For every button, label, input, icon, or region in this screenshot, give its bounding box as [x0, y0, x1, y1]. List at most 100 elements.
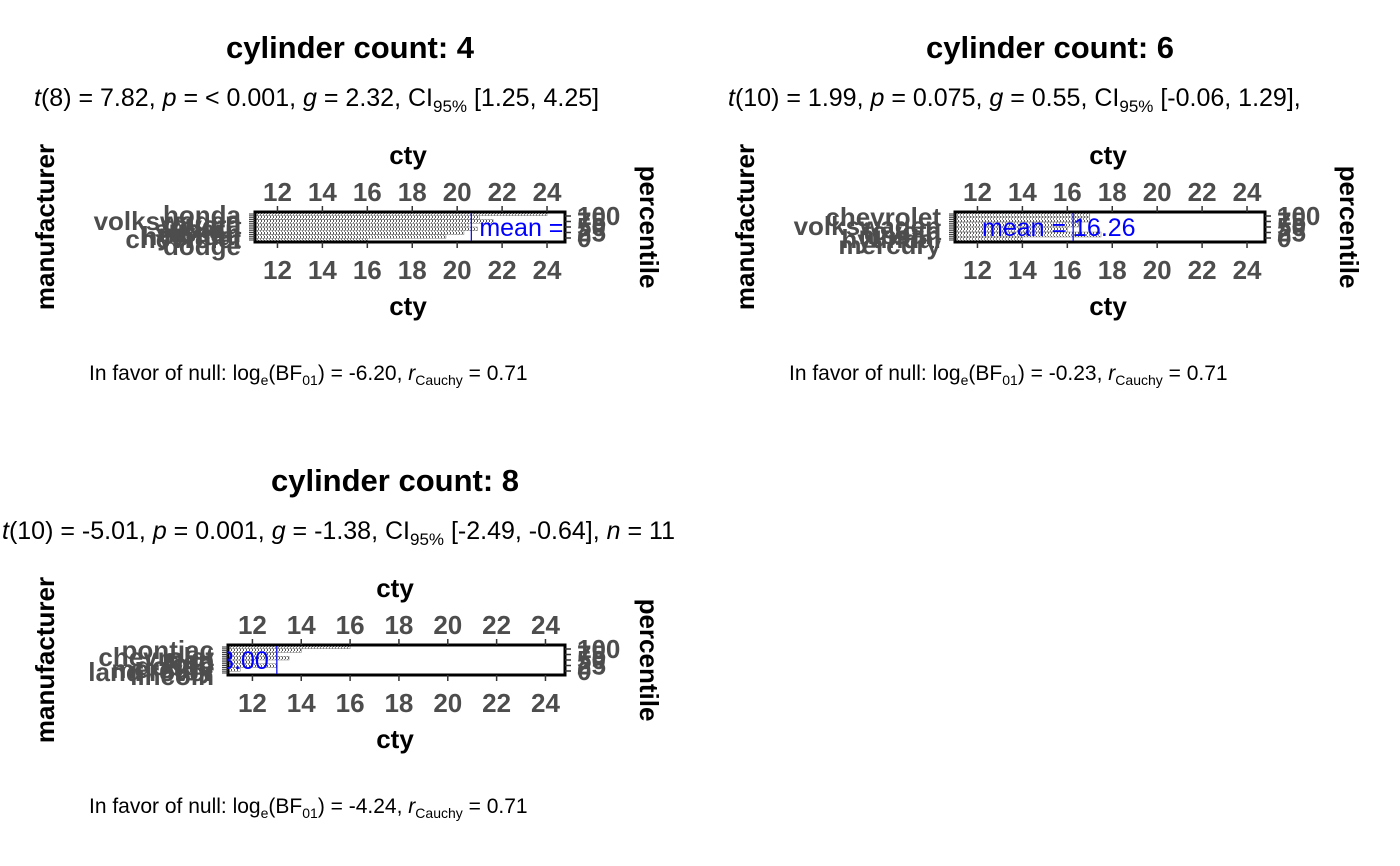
x-tick-label-top: 16 [353, 177, 382, 207]
category-label: dodge [163, 231, 241, 261]
x-tick-label-bottom: 18 [384, 688, 413, 718]
percentile-tick-label: 50 [577, 212, 606, 242]
panel-subtitle-stats: t(10) = 1.99, p = 0.075, g = 0.55, CI95%… [728, 84, 1301, 116]
stat-df: 10 [743, 84, 772, 112]
plot-area: mean = 20.63 12 12 14 14 16 16 18 18 20 20 22 22 24 24… [30, 140, 664, 321]
x-tick-label-bottom: 14 [287, 688, 316, 718]
x-tick-label-top: 22 [482, 610, 511, 640]
x-axis-title-bottom: cty [1089, 291, 1127, 321]
caption-r-cauchy: 0.71 [486, 362, 528, 385]
x-tick-label-bottom: 18 [1098, 255, 1127, 285]
stat-g: -1.38 [314, 517, 372, 545]
bar [254, 234, 447, 239]
stat-p: 0.001 [195, 517, 258, 545]
stat-t: 7.82 [100, 84, 149, 112]
x-tick-label-top: 16 [336, 610, 365, 640]
x-tick-label-bottom: 18 [398, 255, 427, 285]
percentile-tick-label: 50 [577, 645, 606, 675]
secondary-y-axis-title: percentile [634, 166, 664, 289]
x-tick-label-top: 20 [433, 610, 462, 640]
bayes-caption: In favor of null: loge(BF01) = -6.20, rC… [89, 362, 528, 388]
x-tick-label-bottom: 22 [482, 688, 511, 718]
x-tick-label-bottom: 16 [336, 688, 365, 718]
percentile-tick-label: 25 [577, 651, 606, 681]
stat-ci-level: 95% [409, 530, 445, 549]
x-tick-label-bottom: 12 [963, 255, 992, 285]
category-label: chevrolet [98, 642, 214, 672]
x-tick-label-bottom: 20 [433, 688, 462, 718]
x-tick-label-top: 12 [238, 610, 267, 640]
x-axis-title-top: cty [389, 140, 427, 170]
caption-r-cauchy: 0.71 [486, 795, 528, 818]
x-tick-label-bottom: 24 [1233, 255, 1262, 285]
percentile-tick-label: 100 [577, 201, 620, 231]
x-tick-label-top: 22 [1188, 177, 1217, 207]
percentile-tick-label: 0 [577, 656, 591, 686]
panel-subtitle-stats: t(8) = 7.82, p = < 0.001, g = 2.32, CI95… [34, 84, 600, 116]
stat-g: 0.55 [1031, 84, 1081, 112]
x-tick-label-bottom: 24 [531, 688, 560, 718]
category-label: toyota [863, 216, 942, 246]
stat-ci-level: 95% [1119, 97, 1154, 116]
mean-label: mean = 20.63 [479, 214, 633, 242]
mean-label: mean = 13.00 [115, 647, 269, 675]
x-tick-label-top: 18 [384, 610, 413, 640]
percentile-tick-label: 75 [1277, 207, 1306, 237]
category-label: hyundai [141, 221, 241, 251]
x-tick-label-bottom: 22 [488, 255, 517, 285]
secondary-y-axis-title: percentile [1334, 166, 1364, 289]
x-tick-label-bottom: 14 [1008, 255, 1037, 285]
x-tick-label-bottom: 20 [1143, 255, 1172, 285]
stat-p: 0.075 [912, 84, 976, 112]
panel-title: cylinder count: 4 [225, 30, 475, 65]
facet-panel-cyl-4: cylinder count: 4 t(8) = 7.82, p = < 0.0… [0, 0, 700, 433]
x-tick-label-bottom: 16 [1053, 255, 1082, 285]
stat-g: 2.32 [345, 84, 395, 112]
category-label: pontiac [122, 635, 214, 665]
x-tick-label-top: 12 [963, 177, 992, 207]
category-label: jeep [161, 645, 214, 675]
x-tick-label-top: 14 [287, 610, 316, 640]
facet-panel-cyl-6: cylinder count: 6 t(10) = 1.99, p = 0.07… [700, 0, 1400, 433]
plot-area: mean = 16.26 12 12 14 14 16 16 18 18 20 20 22 22 24 24… [730, 140, 1364, 321]
category-label: honda [163, 200, 242, 230]
stat-ci: [-0.06, 1.29], [1160, 84, 1301, 112]
category-label: lincoln [130, 661, 214, 691]
panel-subtitle-stats: t(10) = -5.01, p = 0.001, g = -1.38, CI9… [2, 517, 675, 549]
panel-title: cylinder count: 6 [925, 30, 1175, 65]
percentile-tick-label: 25 [1277, 218, 1306, 248]
x-axis-title-top: cty [376, 573, 414, 603]
caption-bf01: -6.20 [348, 362, 397, 385]
category-label: subaru [154, 214, 241, 244]
bar [254, 226, 478, 231]
x-axis-title-bottom: cty [376, 724, 414, 754]
x-tick-label-top: 14 [1008, 177, 1037, 207]
x-tick-label-bottom: 14 [308, 255, 337, 285]
x-tick-label-top: 20 [1143, 177, 1172, 207]
x-axis-title-bottom: cty [389, 291, 427, 321]
x-tick-label-top: 12 [263, 177, 292, 207]
stat-p: < 0.001 [205, 84, 290, 112]
x-tick-label-top: 24 [1233, 177, 1262, 207]
bar [254, 215, 480, 220]
caption-bf01: -0.23 [1048, 362, 1097, 385]
bar [254, 223, 469, 228]
caption-bf01: -4.24 [348, 795, 397, 818]
x-tick-label-top: 18 [398, 177, 427, 207]
category-label: volkswagen [794, 211, 941, 241]
stat-ci: [-2.49, -0.64] [450, 517, 593, 545]
percentile-tick-label: 50 [1277, 212, 1306, 242]
category-label: nissan [859, 220, 941, 250]
x-tick-label-bottom: 12 [238, 688, 267, 718]
bayes-caption: In favor of null: loge(BF01) = -4.24, rC… [89, 795, 528, 821]
y-axis-title: manufacturer [30, 144, 60, 310]
bar [254, 230, 465, 235]
x-tick-label-bottom: 12 [263, 255, 292, 285]
x-tick-label-top: 24 [533, 177, 562, 207]
percentile-tick-label: 75 [577, 207, 606, 237]
category-label: mercury [111, 654, 214, 684]
stat-ci-level: 95% [433, 97, 468, 116]
category-label: chevrolet [125, 224, 241, 254]
x-axis-title-top: cty [1089, 140, 1127, 170]
plot-area: mean = 13.00 12 12 14 14 16 16 18 18 20 20 22 22 24 24… [30, 573, 664, 754]
